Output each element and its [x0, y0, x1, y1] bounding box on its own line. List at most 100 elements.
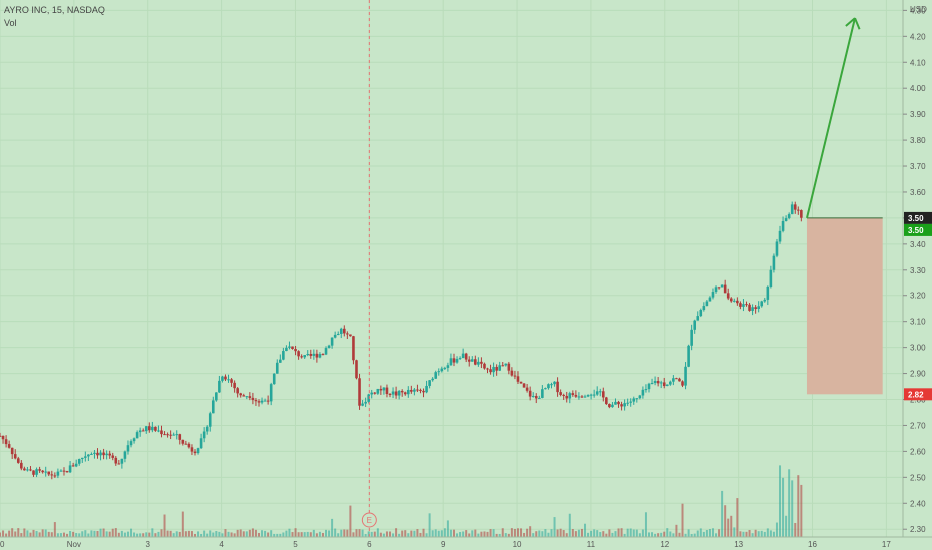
candle-body: [653, 381, 657, 384]
volume-bar: [684, 533, 687, 537]
volume-bar: [456, 533, 459, 537]
candle-body: [571, 393, 575, 395]
candle-body: [483, 363, 486, 369]
risk-box[interactable]: [806, 217, 883, 395]
candle-body: [65, 471, 69, 473]
volume-bar: [651, 532, 654, 537]
volume-bar: [38, 532, 41, 537]
volume-bar: [513, 528, 516, 537]
candle-body: [218, 380, 221, 393]
candle-body: [233, 382, 236, 389]
event-marker[interactable]: [361, 512, 377, 528]
candle-body: [346, 333, 349, 335]
volume-bar: [59, 533, 62, 537]
candle-body: [53, 475, 57, 477]
legend-symbol: AYRO INC, 15, NASDAQ: [4, 5, 105, 15]
volume-bar: [136, 533, 139, 537]
candle-body: [504, 363, 508, 366]
candle-body: [684, 366, 687, 386]
candle-body: [41, 470, 44, 473]
volume-bar: [416, 529, 419, 537]
candle-body: [464, 353, 468, 360]
y-tick-label: 4.30: [910, 6, 926, 15]
volume-bar: [26, 530, 29, 537]
candle-body: [352, 336, 355, 361]
candle-body: [10, 447, 14, 455]
candle-body: [400, 390, 404, 393]
candle-body: [172, 434, 175, 436]
time-axis[interactable]: [0, 537, 932, 550]
volume-bar: [282, 532, 285, 537]
volume-bar: [547, 532, 550, 537]
volume-bar: [184, 531, 187, 537]
candle-body: [102, 452, 105, 456]
candle-body: [26, 469, 29, 471]
candle-body: [327, 345, 331, 349]
volume-bar: [431, 530, 434, 537]
volume-bar: [620, 528, 623, 537]
volume-bar: [794, 522, 797, 537]
volume-bar: [297, 532, 300, 537]
candle-body: [132, 438, 136, 442]
candle-body: [87, 454, 90, 457]
volume-bar: [599, 532, 602, 537]
volume-bar: [194, 533, 197, 537]
volume-bar: [251, 528, 254, 537]
candle-body: [80, 457, 84, 460]
volume-bar: [47, 531, 50, 537]
volume-bar: [72, 531, 75, 537]
volume-bar: [102, 528, 105, 537]
candle-body: [74, 463, 78, 467]
candle-body: [111, 455, 115, 458]
projection-arrow[interactable]: [806, 17, 856, 219]
volume-bar: [775, 522, 778, 537]
volume-bar: [788, 469, 791, 537]
volume-bar: [242, 531, 245, 537]
volume-bar: [605, 533, 608, 537]
volume-bar: [419, 532, 422, 537]
y-tick-label: 3.60: [910, 188, 926, 197]
volume-bar: [422, 528, 425, 537]
candle-body: [641, 389, 645, 396]
legend-indicator[interactable]: Vol: [4, 18, 17, 28]
price-axis[interactable]: [903, 0, 932, 550]
candle-body: [108, 453, 111, 456]
candle-body: [528, 390, 532, 397]
volume-bar: [111, 528, 114, 537]
candle-body: [681, 381, 684, 386]
candle-body: [114, 457, 118, 464]
volume-bar: [727, 518, 730, 537]
y-tick-label: 4.20: [910, 32, 926, 41]
volume-bar: [126, 531, 129, 537]
volume-bar: [312, 529, 315, 537]
volume-bar: [751, 533, 754, 537]
y-tick-label: 3.40: [910, 240, 926, 249]
volume-bar: [739, 531, 742, 537]
candle-body: [90, 453, 93, 455]
volume-bar: [471, 530, 474, 537]
candle-body: [312, 353, 316, 356]
candle-body: [690, 329, 693, 346]
candle-body: [632, 398, 636, 402]
candle-body: [742, 304, 745, 307]
y-tick-label: 4.00: [910, 84, 926, 93]
volume-bar: [577, 529, 580, 537]
candle-body: [620, 404, 623, 407]
volume-bar: [154, 533, 157, 537]
candle-body: [16, 458, 20, 463]
volume-bar: [501, 528, 504, 537]
volume-bar: [675, 524, 678, 537]
volume-bar: [462, 531, 465, 537]
candle-body: [787, 214, 791, 219]
candle-body: [538, 397, 541, 399]
candle-body: [699, 310, 703, 317]
volume-bar: [413, 530, 416, 537]
volume-bar: [657, 533, 660, 537]
volume-bar: [270, 530, 273, 537]
candle-body: [309, 354, 313, 356]
candle-body: [455, 358, 459, 363]
y-tick-label: 2.50: [910, 473, 926, 482]
candle-body: [477, 361, 480, 365]
volume-bar: [538, 530, 541, 537]
